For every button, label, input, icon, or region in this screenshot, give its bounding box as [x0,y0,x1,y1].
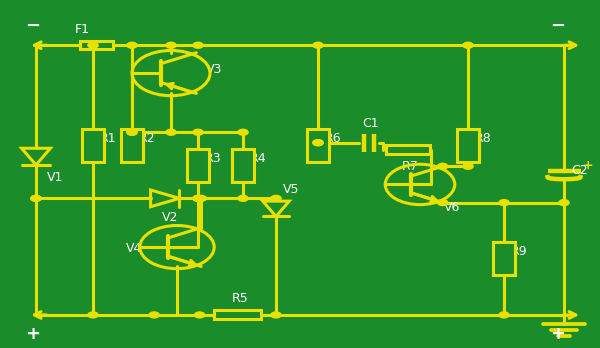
Circle shape [88,312,98,318]
Text: V3: V3 [206,63,222,76]
Text: R5: R5 [232,292,248,305]
Bar [214,310,261,319]
Text: C1: C1 [362,117,379,130]
Circle shape [313,140,323,145]
Circle shape [166,42,176,48]
Text: +: + [583,159,593,172]
Text: V5: V5 [283,183,300,196]
Text: R4: R4 [250,152,267,165]
Text: R6: R6 [325,132,342,145]
Circle shape [463,163,473,169]
Bar [493,242,515,275]
Bar [386,145,430,154]
Circle shape [127,129,137,135]
Circle shape [196,196,206,201]
Circle shape [313,140,323,145]
Circle shape [437,200,448,206]
Text: V2: V2 [162,211,178,224]
Circle shape [559,200,569,206]
Bar [82,129,104,162]
Bar [457,129,479,162]
Circle shape [193,42,203,48]
Circle shape [437,163,448,169]
Bar [307,129,329,162]
Text: V4: V4 [126,242,142,255]
Circle shape [193,196,203,201]
Circle shape [271,196,281,201]
Bar [187,149,209,182]
Circle shape [193,196,203,201]
Text: R8: R8 [475,132,492,145]
Circle shape [313,42,323,48]
Circle shape [499,200,509,206]
Text: +: + [551,325,566,343]
Bar [79,41,113,49]
Circle shape [193,129,203,135]
Circle shape [127,42,137,48]
Circle shape [194,312,205,318]
Circle shape [127,129,137,135]
Circle shape [149,312,160,318]
Circle shape [499,312,509,318]
Circle shape [88,42,98,48]
Bar [232,149,254,182]
Circle shape [166,129,176,135]
Circle shape [271,312,281,318]
Circle shape [31,196,41,201]
Text: R7: R7 [402,160,419,173]
Text: −: − [25,17,41,35]
Text: F1: F1 [75,23,90,36]
Circle shape [238,196,248,201]
Text: C2: C2 [571,164,588,177]
Text: V6: V6 [444,200,460,214]
Text: R3: R3 [205,152,222,165]
Circle shape [463,42,473,48]
Circle shape [238,129,248,135]
Circle shape [31,196,41,201]
Text: R9: R9 [511,245,528,258]
Text: +: + [25,325,41,343]
Text: V1: V1 [47,171,63,184]
Text: R1: R1 [100,132,117,145]
Text: R2: R2 [139,132,156,145]
Bar [121,129,143,162]
Text: −: − [550,17,566,35]
